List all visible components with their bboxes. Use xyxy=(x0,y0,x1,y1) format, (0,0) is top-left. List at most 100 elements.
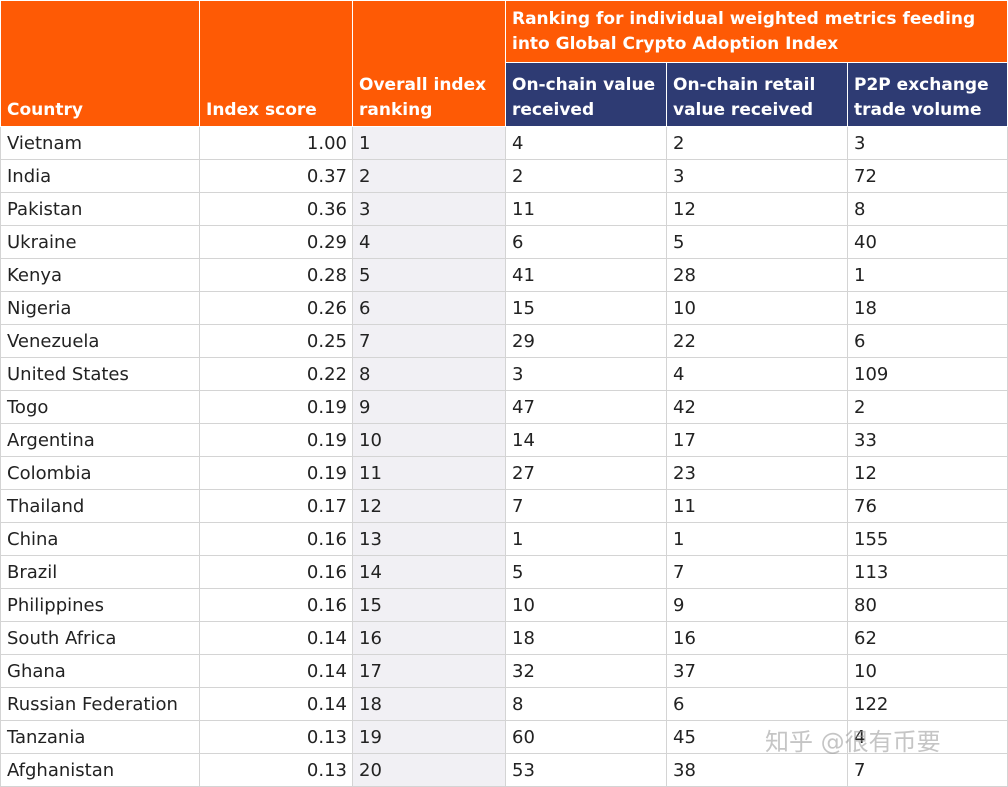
header-metrics-group: Ranking for individual weighted metrics … xyxy=(504,0,1008,63)
table-row: Kenya 0.28 5 41 28 1 xyxy=(0,258,1008,292)
onchain-value-rank-cell: 60 xyxy=(505,720,667,754)
onchain-value-rank-cell: 2 xyxy=(505,159,667,193)
onchain-value-rank-cell: 5 xyxy=(505,555,667,589)
onchain-retail-rank-cell: 2 xyxy=(666,126,848,160)
country-cell: Tanzania xyxy=(0,720,200,754)
country-cell: Russian Federation xyxy=(0,687,200,721)
table-row: Afghanistan 0.13 20 53 38 7 xyxy=(0,753,1008,787)
index-score-cell: 0.19 xyxy=(199,423,353,457)
table-row: Nigeria 0.26 6 15 10 18 xyxy=(0,291,1008,325)
header-p2p-volume: P2P exchange trade volume xyxy=(846,62,1008,127)
overall-rank-cell: 8 xyxy=(352,357,506,391)
country-cell: Brazil xyxy=(0,555,200,589)
table-row: Colombia 0.19 11 27 23 12 xyxy=(0,456,1008,490)
p2p-volume-rank-cell: 1 xyxy=(846,258,1008,292)
p2p-volume-rank-cell: 12 xyxy=(846,456,1008,490)
onchain-value-rank-cell: 4 xyxy=(505,126,667,160)
onchain-retail-rank-cell: 37 xyxy=(666,654,848,688)
index-score-cell: 0.28 xyxy=(199,258,353,292)
country-cell: India xyxy=(0,159,200,193)
table-row: Vietnam 1.00 1 4 2 3 xyxy=(0,126,1008,160)
onchain-value-rank-cell: 47 xyxy=(505,390,667,424)
overall-rank-cell: 13 xyxy=(352,522,506,556)
table-row: Tanzania 0.13 19 60 45 4 xyxy=(0,720,1008,754)
index-score-cell: 0.19 xyxy=(199,456,353,490)
country-cell: Colombia xyxy=(0,456,200,490)
country-cell: Vietnam xyxy=(0,126,200,160)
country-cell: Togo xyxy=(0,390,200,424)
index-score-cell: 0.22 xyxy=(199,357,353,391)
overall-rank-cell: 15 xyxy=(352,588,506,622)
onchain-value-rank-cell: 7 xyxy=(505,489,667,523)
p2p-volume-rank-cell: 10 xyxy=(846,654,1008,688)
p2p-volume-rank-cell: 18 xyxy=(846,291,1008,325)
table-row: Togo 0.19 9 47 42 2 xyxy=(0,390,1008,424)
overall-rank-cell: 12 xyxy=(352,489,506,523)
index-score-cell: 0.16 xyxy=(199,522,353,556)
p2p-volume-rank-cell: 76 xyxy=(846,489,1008,523)
onchain-retail-rank-cell: 45 xyxy=(666,720,848,754)
table-body: Vietnam 1.00 1 4 2 3 India 0.37 2 2 3 72 Pakistan 0.3… xyxy=(0,126,1008,787)
overall-rank-cell: 1 xyxy=(352,126,506,160)
onchain-retail-rank-cell: 9 xyxy=(666,588,848,622)
onchain-value-rank-cell: 27 xyxy=(505,456,667,490)
country-cell: Kenya xyxy=(0,258,200,292)
header-overall-ranking: Overall index ranking xyxy=(352,0,506,127)
table-row: South Africa 0.14 16 18 16 62 xyxy=(0,621,1008,655)
table-row: United States 0.22 8 3 4 109 xyxy=(0,357,1008,391)
onchain-value-rank-cell: 6 xyxy=(505,225,667,259)
index-score-cell: 0.25 xyxy=(199,324,353,358)
country-cell: Ukraine xyxy=(0,225,200,259)
p2p-volume-rank-cell: 8 xyxy=(846,192,1008,226)
p2p-volume-rank-cell: 72 xyxy=(846,159,1008,193)
onchain-retail-rank-cell: 10 xyxy=(666,291,848,325)
country-cell: Philippines xyxy=(0,588,200,622)
onchain-retail-rank-cell: 3 xyxy=(666,159,848,193)
index-score-cell: 0.36 xyxy=(199,192,353,226)
overall-rank-cell: 9 xyxy=(352,390,506,424)
onchain-retail-rank-cell: 22 xyxy=(666,324,848,358)
overall-rank-cell: 10 xyxy=(352,423,506,457)
index-score-cell: 0.17 xyxy=(199,489,353,523)
onchain-value-rank-cell: 18 xyxy=(505,621,667,655)
country-cell: Ghana xyxy=(0,654,200,688)
index-score-cell: 0.26 xyxy=(199,291,353,325)
overall-rank-cell: 6 xyxy=(352,291,506,325)
index-score-cell: 0.29 xyxy=(199,225,353,259)
p2p-volume-rank-cell: 6 xyxy=(846,324,1008,358)
overall-rank-cell: 19 xyxy=(352,720,506,754)
index-score-cell: 0.14 xyxy=(199,654,353,688)
onchain-value-rank-cell: 14 xyxy=(505,423,667,457)
overall-rank-cell: 18 xyxy=(352,687,506,721)
overall-rank-cell: 14 xyxy=(352,555,506,589)
watermark: 知乎 @很有币要 xyxy=(765,728,941,756)
p2p-volume-rank-cell: 80 xyxy=(846,588,1008,622)
overall-rank-cell: 3 xyxy=(352,192,506,226)
table-row: Pakistan 0.36 3 11 12 8 xyxy=(0,192,1008,226)
overall-rank-cell: 4 xyxy=(352,225,506,259)
index-score-cell: 0.37 xyxy=(199,159,353,193)
p2p-volume-rank-cell: 2 xyxy=(846,390,1008,424)
index-score-cell: 0.14 xyxy=(199,687,353,721)
onchain-retail-rank-cell: 7 xyxy=(666,555,848,589)
onchain-value-rank-cell: 41 xyxy=(505,258,667,292)
onchain-retail-rank-cell: 38 xyxy=(666,753,848,787)
p2p-volume-rank-cell: 4 xyxy=(846,720,1008,754)
country-cell: Thailand xyxy=(0,489,200,523)
table-row: Argentina 0.19 10 14 17 33 xyxy=(0,423,1008,457)
table-row: Russian Federation 0.14 18 8 6 122 xyxy=(0,687,1008,721)
table-row: Philippines 0.16 15 10 9 80 xyxy=(0,588,1008,622)
onchain-value-rank-cell: 29 xyxy=(505,324,667,358)
table-row: China 0.16 13 1 1 155 xyxy=(0,522,1008,556)
onchain-retail-rank-cell: 12 xyxy=(666,192,848,226)
p2p-volume-rank-cell: 3 xyxy=(846,126,1008,160)
p2p-volume-rank-cell: 7 xyxy=(846,753,1008,787)
header-onchain-value: On-chain value received xyxy=(505,62,667,127)
country-cell: United States xyxy=(0,357,200,391)
index-score-cell: 0.16 xyxy=(199,588,353,622)
p2p-volume-rank-cell: 40 xyxy=(846,225,1008,259)
table-row: Brazil 0.16 14 5 7 113 xyxy=(0,555,1008,589)
header-onchain-retail: On-chain retail value received xyxy=(666,62,848,127)
onchain-value-rank-cell: 1 xyxy=(505,522,667,556)
